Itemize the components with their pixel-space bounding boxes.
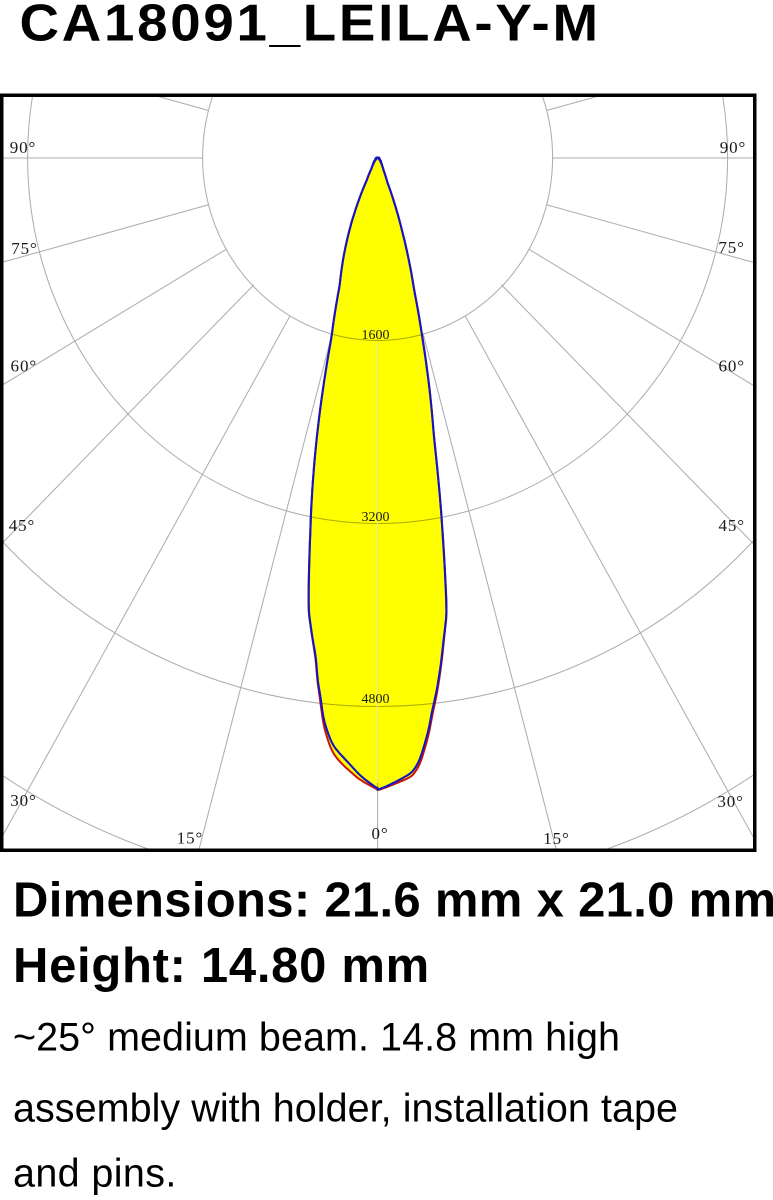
svg-text:30°: 30° xyxy=(717,792,744,811)
svg-text:Dimensions: 21.6 mm x 21.0 mm: Dimensions: 21.6 mm x 21.0 mm xyxy=(13,873,773,927)
svg-text:CA18091_LEILA-Y-M: CA18091_LEILA-Y-M xyxy=(20,0,598,52)
svg-text:15°: 15° xyxy=(177,829,204,848)
svg-text:45°: 45° xyxy=(718,516,745,535)
svg-text:15°: 15° xyxy=(543,829,570,848)
svg-text:and pins.: and pins. xyxy=(13,1152,176,1196)
svg-text:45°: 45° xyxy=(9,516,36,535)
svg-text:4800: 4800 xyxy=(362,692,390,707)
svg-text:30°: 30° xyxy=(10,791,37,810)
svg-text:60°: 60° xyxy=(718,357,745,376)
svg-text:assembly with holder, installa: assembly with holder, installation tape xyxy=(13,1087,678,1131)
svg-text:Height: 14.80 mm: Height: 14.80 mm xyxy=(13,939,429,993)
svg-text:3200: 3200 xyxy=(362,510,390,525)
svg-text:1600: 1600 xyxy=(362,328,390,343)
svg-text:0°: 0° xyxy=(371,824,388,843)
svg-text:60°: 60° xyxy=(11,357,38,376)
svg-text:90°: 90° xyxy=(720,138,747,157)
svg-text:75°: 75° xyxy=(11,239,38,258)
svg-text:~25° medium beam. 14.8 mm high: ~25° medium beam. 14.8 mm high xyxy=(13,1015,620,1059)
svg-text:90°: 90° xyxy=(10,138,37,157)
svg-text:75°: 75° xyxy=(718,238,745,257)
